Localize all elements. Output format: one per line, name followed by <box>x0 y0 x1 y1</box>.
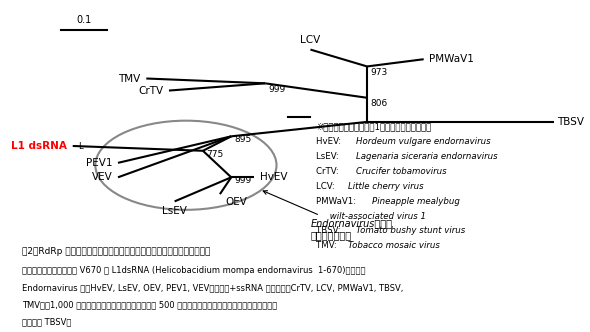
Text: PMWaV1: PMWaV1 <box>430 54 474 64</box>
Text: VEV: VEV <box>91 172 112 182</box>
Text: TMV）。1,000 回の解析のうちブーツストラップ値 500 以上であったものは図中に示した。アウトグ: TMV）。1,000 回の解析のうちブーツストラップ値 500 以上であったもの… <box>22 300 277 309</box>
Text: HvEV: HvEV <box>260 172 287 182</box>
Text: ※図中のウイルス名（図1で用いたものは除く）: ※図中のウイルス名（図1で用いたものは除く） <box>316 122 431 131</box>
Text: LsEV:: LsEV: <box>316 152 342 161</box>
Text: Endornavirus 属（HvEV, LsEV, OEV, PEV1, VEV）、及び+ssRNA ウイルス（CrTV, LCV, PMWaV1, TBSV: Endornavirus 属（HvEV, LsEV, OEV, PEV1, VE… <box>22 283 403 292</box>
Text: Tomato bushy stunt virus: Tomato bushy stunt virus <box>356 226 466 235</box>
Text: 806: 806 <box>370 99 387 108</box>
Text: LsEV: LsEV <box>162 206 187 216</box>
Text: Little cherry virus: Little cherry virus <box>349 182 424 191</box>
Text: TMV: TMV <box>119 73 140 84</box>
Text: PMWaV1:: PMWaV1: <box>316 197 359 206</box>
Text: L1 dsRNA: L1 dsRNA <box>11 141 67 151</box>
Text: OEV: OEV <box>225 197 247 207</box>
Text: 用いた配列は紫紋羽病菌 V670 株 L1dsRNA (Helicobacidium mompa endornavirus  1-670)、既知の: 用いた配列は紫紋羽病菌 V670 株 L1dsRNA (Helicobacidi… <box>22 267 365 276</box>
Text: Hordeum vulgare endornavirus: Hordeum vulgare endornavirus <box>356 137 491 146</box>
Text: PEV1: PEV1 <box>86 158 112 168</box>
Text: HvEV:: HvEV: <box>316 137 344 146</box>
Text: TBSV: TBSV <box>557 117 584 127</box>
Text: Crucifer tobamovirus: Crucifer tobamovirus <box>356 167 447 176</box>
Text: Endornavirus属が形
成するクレード: Endornavirus属が形 成するクレード <box>263 191 392 240</box>
Text: Lagenaria siceraria endornavirus: Lagenaria siceraria endornavirus <box>356 152 498 161</box>
Text: TBSV:: TBSV: <box>316 226 343 235</box>
Text: Pineapple mealybug: Pineapple mealybug <box>372 197 460 206</box>
Text: 999: 999 <box>234 176 251 185</box>
Text: 図2．RdRp 保存領域のアミノ酸配列を用いた近隣結合法による系統解析: 図2．RdRp 保存領域のアミノ酸配列を用いた近隣結合法による系統解析 <box>22 247 210 256</box>
Text: 895: 895 <box>234 135 251 144</box>
Text: ループは TBSV。: ループは TBSV。 <box>22 317 71 326</box>
Text: CrTV:: CrTV: <box>316 167 342 176</box>
Text: wilt-associated virus 1: wilt-associated virus 1 <box>316 211 426 220</box>
Text: CrTV: CrTV <box>138 86 163 96</box>
Text: 999: 999 <box>268 85 286 94</box>
Text: L: L <box>78 142 83 151</box>
Text: LCV:: LCV: <box>316 182 337 191</box>
Text: TMV:: TMV: <box>316 241 340 250</box>
Text: Tobacco mosaic virus: Tobacco mosaic virus <box>349 241 440 250</box>
Text: 775: 775 <box>206 150 223 159</box>
Text: 973: 973 <box>370 68 387 77</box>
Text: LCV: LCV <box>300 35 320 45</box>
Text: 0.1: 0.1 <box>77 16 91 26</box>
